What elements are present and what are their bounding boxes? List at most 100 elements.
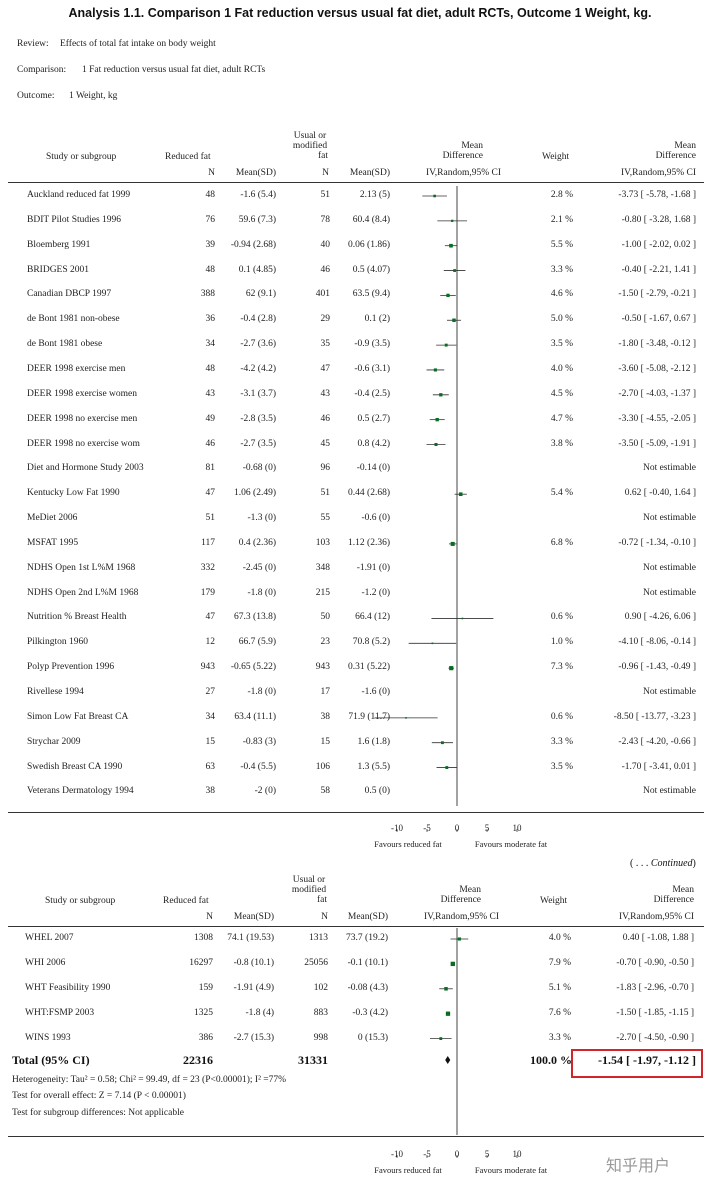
meansd1-value: -2.7 (3.5) [240,438,276,449]
ci-text: -3.50 [ -5.09, -1.91 ] [618,438,696,449]
ci-text: -2.43 [ -4.20, -0.66 ] [618,736,696,747]
n1-value: 159 [198,982,213,993]
meansd2-value: -0.14 (0) [356,463,390,474]
meansd1-value: -0.8 (10.1) [233,957,274,968]
meansd1-value: 63.4 (11.1) [234,711,276,722]
meansd2-value: 66.4 (12) [355,612,390,623]
analysis-title: Analysis 1.1. Comparison 1 Fat reduction… [68,6,652,20]
study-name: de Bont 1981 obese [27,339,103,350]
effect-marker [405,717,407,719]
study-name: WINS 1993 [25,1032,71,1043]
meansd1-value: -2.8 (3.5) [240,413,276,424]
study-name: DEER 1998 exercise women [27,388,138,399]
header2-meansd2: Mean(SD) [347,912,388,922]
meansd2-value: 0.44 (2.68) [348,488,390,499]
n2-value: 46 [320,413,331,424]
meansd2-value: -0.4 (2.5) [354,388,390,399]
n1-value: 76 [205,214,216,225]
ci-text: -2.70 [ -4.03, -1.37 ] [618,388,696,399]
meansd2-value: 1.6 (1.8) [357,736,390,747]
meansd2-value: -0.6 (0) [361,513,391,524]
n2-value: 883 [313,1007,328,1018]
header2-group2-l1: Usual or [292,875,326,885]
effect-marker [435,417,439,422]
meansd1-value: -3.1 (3.7) [240,388,276,399]
meansd1-value: 67.3 (13.8) [234,612,276,623]
n2-value: 51 [320,190,331,200]
ci-text: Not estimable [642,786,696,797]
meansd2-value: 0.5 (4.07) [352,264,390,275]
header2-md2-l1: Mean [672,885,694,895]
n1-value: 34 [205,711,216,722]
study-name: Strychar 2009 [27,736,81,747]
n1-value: 15 [205,736,216,747]
effect-marker [439,393,443,397]
subgroup-note: Test for subgroup differences: Not appli… [12,1108,184,1118]
meansd2-value: 0.5 (2.7) [357,413,390,424]
weight-value: 4.0 % [550,363,573,374]
header2-md2-l3: IV,Random,95% CI [618,912,694,922]
effect-marker [446,293,450,298]
meansd1-value: -0.68 (0) [242,463,276,474]
header-md-l2: Difference [442,151,483,161]
ci-text: Not estimable [642,463,696,474]
n2-value: 43 [320,388,331,399]
effect-marker [433,194,436,198]
header-n2: N [322,168,329,178]
weight-value: 3.5 % [550,761,573,772]
meansd1-value: -1.6 (5.4) [240,190,276,200]
n2-value: 102 [313,982,328,993]
header-group1: Reduced fat [165,152,211,162]
meansd2-value: 1.12 (2.36) [348,537,390,548]
weight-value: 3.3 % [550,264,573,275]
header2-n1: N [206,912,213,922]
effect-marker [451,219,454,222]
n1-value: 43 [205,388,216,399]
n2-value: 40 [320,239,331,250]
comparison-label: Comparison: [17,65,67,75]
header2-study: Study or subgroup [45,896,116,906]
header2-group2-l3: fat [316,895,328,905]
n2-value: 46 [320,264,331,275]
ci-text: -1.83 [ -2.96, -0.70 ] [616,982,694,993]
study-name: WHEL 2007 [25,933,74,943]
n1-value: 1325 [194,1007,213,1018]
total-label: Total (95% CI) [12,1053,90,1067]
outcome-label: Outcome: [17,91,55,101]
highlight-box [571,1049,703,1078]
weight-value: 5.5 % [550,239,573,250]
effect-marker [444,343,448,347]
meansd2-value: 0.06 (1.86) [348,239,390,250]
study-name: WHI 2006 [25,957,66,968]
study-name: Simon Low Fat Breast CA [27,711,129,722]
ci-text: -1.50 [ -1.85, -1.15 ] [616,1007,694,1018]
continued-open: ( . . . [630,858,651,869]
ci-text: -4.10 [ -8.06, -0.14 ] [618,637,696,648]
header2-md-l2: Difference [440,895,481,905]
n2-value: 401 [315,289,330,300]
meansd1-value: -2 (0) [254,786,276,797]
tick-label: 0 [455,823,460,833]
weight-value: 7.9 % [548,957,571,968]
review-value: Effects of total fat intake on body weig… [60,39,216,49]
study-name: Polyp Prevention 1996 [27,662,115,673]
n1-value: 12 [205,637,216,648]
meansd2-value: 2.13 (5) [359,190,390,200]
weight-value: 1.0 % [550,637,573,648]
effect-marker [458,492,463,497]
study-name: BDIT Pilot Studies 1996 [27,214,122,225]
effect-marker [441,741,444,745]
effect-marker [433,368,437,372]
meansd1-value: 62 (9.1) [245,289,276,300]
n1-value: 51 [205,513,216,524]
n2-value: 78 [320,214,331,225]
footer-rule-part2 [8,1136,704,1137]
n2-value: 50 [320,612,331,623]
header-md2-l2: Difference [655,151,696,161]
ci-text: 0.62 [ -0.40, 1.64 ] [624,488,696,499]
meansd2-value: 73.7 (19.2) [346,933,388,943]
header-group2-l1: Usual or [293,131,327,141]
meansd1-value: -0.65 (5.22) [230,662,276,673]
meansd1-value: 74.1 (19.53) [227,933,274,943]
